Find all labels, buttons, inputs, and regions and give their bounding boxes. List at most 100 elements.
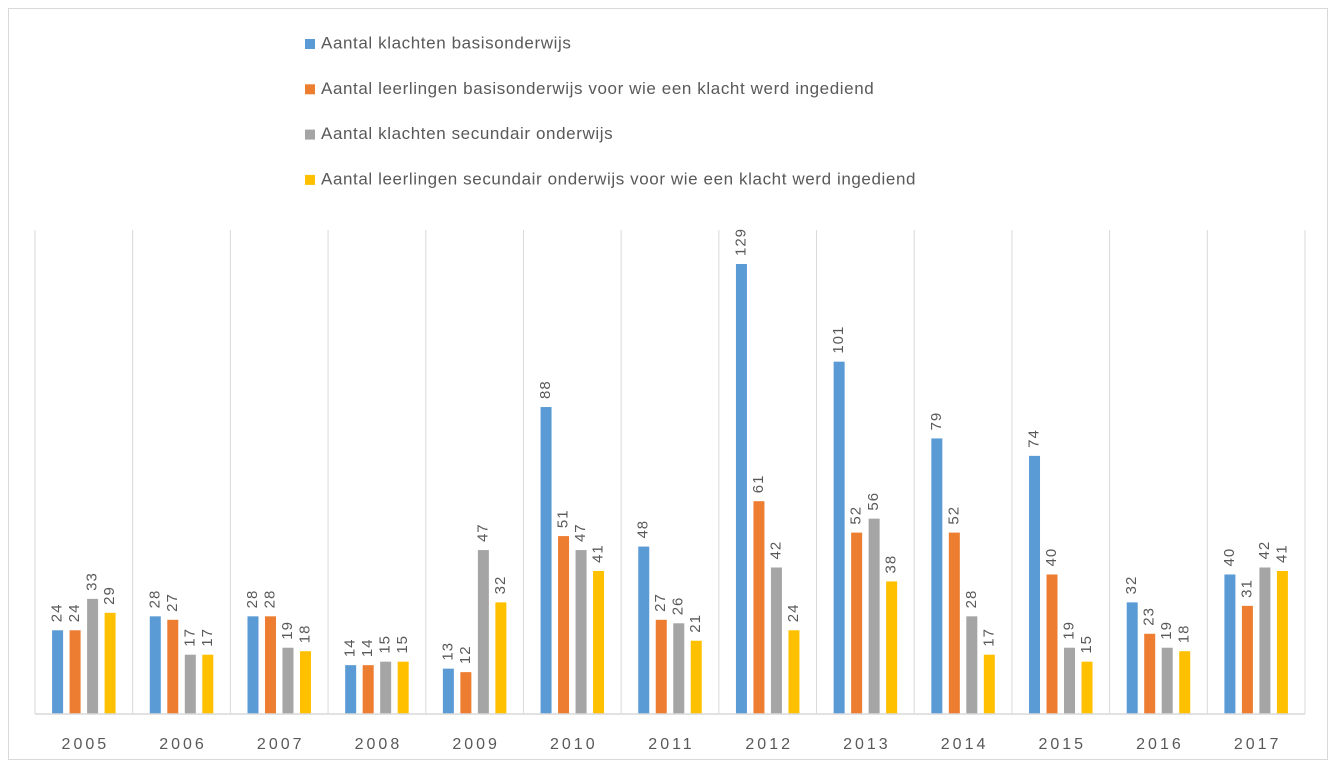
bar <box>931 438 943 714</box>
value-label: 52 <box>848 506 865 525</box>
bar <box>477 550 489 714</box>
x-tick-label: 2006 <box>159 736 207 753</box>
x-tick-label: 2013 <box>843 736 891 753</box>
bar <box>362 665 374 714</box>
value-label: 61 <box>750 475 767 494</box>
bar <box>380 661 392 714</box>
x-tick-label: 2005 <box>62 736 110 753</box>
legend-swatch <box>305 39 315 49</box>
value-label: 32 <box>492 576 509 595</box>
bar <box>345 665 357 714</box>
bar <box>753 501 765 714</box>
value-label: 27 <box>164 593 181 612</box>
bar <box>540 407 552 714</box>
bar <box>1046 574 1058 714</box>
value-label: 28 <box>146 590 163 609</box>
value-label: 17 <box>199 628 216 647</box>
value-label: 29 <box>101 586 118 605</box>
bar <box>770 567 782 714</box>
legend-label: Aantal leerlingen basisonderwijs voor wi… <box>321 79 874 98</box>
x-tick-label: 2009 <box>452 736 500 753</box>
value-label: 17 <box>980 628 997 647</box>
bar <box>282 647 294 714</box>
bar <box>1029 455 1041 714</box>
value-label: 52 <box>945 506 962 525</box>
x-tick-label: 2007 <box>257 736 305 753</box>
bar <box>52 630 64 714</box>
value-label: 19 <box>1158 621 1175 640</box>
value-label: 42 <box>1256 541 1273 560</box>
bar <box>87 598 99 714</box>
bar <box>575 550 587 714</box>
x-tick-label: 2011 <box>648 736 694 753</box>
value-label: 14 <box>342 638 359 657</box>
value-label: 18 <box>1176 625 1193 644</box>
value-label: 31 <box>1238 579 1255 598</box>
value-label: 17 <box>181 628 198 647</box>
bar <box>1179 651 1191 714</box>
value-label: 23 <box>1141 607 1158 626</box>
legend-swatch <box>305 129 315 140</box>
bar <box>690 640 702 714</box>
bar <box>558 536 570 714</box>
value-label: 21 <box>687 614 704 633</box>
bar <box>966 616 978 714</box>
value-label: 79 <box>928 412 945 431</box>
value-label: 41 <box>590 544 607 563</box>
bar <box>149 616 161 714</box>
legend-swatch <box>305 84 315 95</box>
value-label: 48 <box>635 520 652 539</box>
value-label: 51 <box>555 509 572 528</box>
value-label: 28 <box>261 590 278 609</box>
bar <box>460 672 472 714</box>
bar <box>983 654 995 714</box>
legend-swatch <box>305 174 315 185</box>
value-label: 24 <box>785 604 802 623</box>
legend-label: Aantal klachten basisonderwijs <box>321 33 571 52</box>
value-label: 19 <box>1060 621 1077 640</box>
value-label: 41 <box>1273 544 1290 563</box>
bar <box>868 518 880 714</box>
value-label: 24 <box>66 604 83 623</box>
value-label: 26 <box>670 597 687 616</box>
bar <box>299 651 311 714</box>
bar <box>397 661 409 714</box>
value-label: 47 <box>572 523 589 542</box>
x-tick-label: 2016 <box>1136 736 1184 753</box>
value-label: 14 <box>359 638 376 657</box>
bar <box>655 619 667 714</box>
bar <box>202 654 214 714</box>
bar <box>948 532 960 714</box>
bar <box>247 616 259 714</box>
value-label: 15 <box>377 635 394 654</box>
bar <box>69 630 81 714</box>
chart-border <box>8 8 1328 760</box>
value-label: 24 <box>49 604 66 623</box>
x-tick-label: 2008 <box>355 736 403 753</box>
value-label: 15 <box>1078 635 1095 654</box>
bar <box>735 264 747 714</box>
bar <box>264 616 276 714</box>
bar <box>851 532 863 714</box>
x-tick-label: 2014 <box>941 736 989 753</box>
value-label: 33 <box>84 572 101 591</box>
value-label: 13 <box>439 642 456 661</box>
x-tick-label: 2015 <box>1038 736 1086 753</box>
x-tick-label: 2012 <box>745 736 793 753</box>
value-label: 32 <box>1123 576 1140 595</box>
bar <box>788 630 800 714</box>
value-label: 27 <box>652 593 669 612</box>
value-label: 15 <box>394 635 411 654</box>
bar <box>1126 602 1138 714</box>
legend-label: Aantal klachten secundair onderwijs <box>321 124 613 143</box>
x-tick-label: 2010 <box>550 736 598 753</box>
value-label: 38 <box>883 555 900 574</box>
bar <box>886 581 898 714</box>
bar <box>1241 605 1253 714</box>
bar <box>1259 567 1271 714</box>
bar <box>833 361 845 714</box>
value-label: 74 <box>1025 429 1042 448</box>
bar <box>1161 647 1173 714</box>
bar <box>1064 647 1076 714</box>
